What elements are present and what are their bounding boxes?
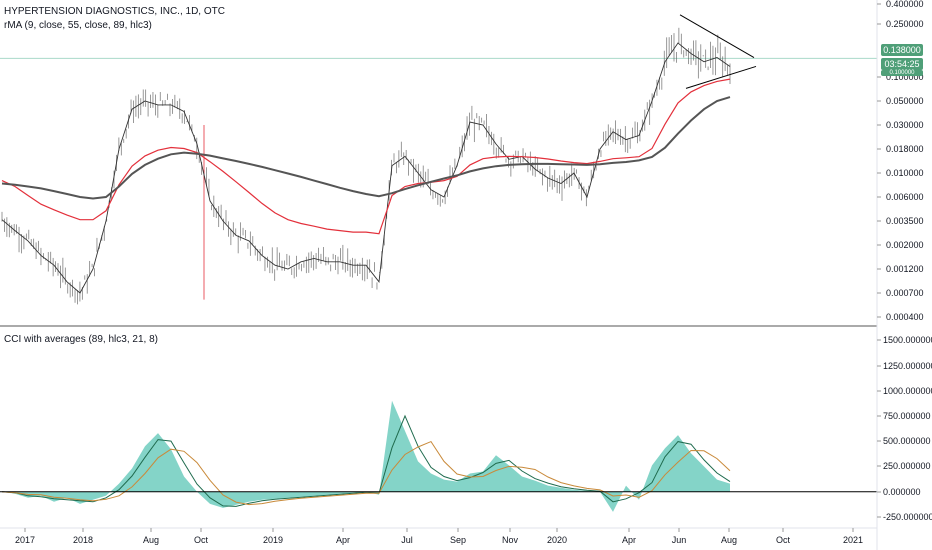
time-tick-label: Apr xyxy=(622,535,636,545)
cci-area xyxy=(2,400,730,512)
price-tick-label: 0.030000 xyxy=(886,120,924,130)
price-y-axis[interactable]: 0.400000 0.250000 0.100000 0.050000 0.030000… xyxy=(877,0,924,322)
cci-tick-label: 750.000000 xyxy=(883,411,931,421)
fast-ma-line xyxy=(1,42,731,294)
cci-tick-label: 250.000000 xyxy=(883,461,931,471)
price-tick-label: 0.018000 xyxy=(886,144,924,154)
countdown-tag: 03:54:25 xyxy=(881,58,923,70)
time-tick-label: Aug xyxy=(143,535,159,545)
grey-ma-line xyxy=(1,96,731,200)
partial-price-tag: 0.100000 xyxy=(881,70,923,76)
price-panel[interactable] xyxy=(0,14,877,305)
price-tick-label: 0.050000 xyxy=(886,96,924,106)
time-tick-label: Nov xyxy=(502,535,519,545)
time-tick-label: Jul xyxy=(401,535,413,545)
time-tick-label: 2019 xyxy=(263,535,283,545)
cci-indicator-label[interactable]: CCI with averages (89, hlc3, 21, 8) xyxy=(4,334,158,345)
time-axis[interactable]: 2017 2018 Aug Oct 2019 Apr Jul Sep Nov 2020 Apr Jun… xyxy=(15,528,863,545)
cci-tick-label: 1500.000000 xyxy=(883,335,932,345)
cci-tick-label: 1250.000000 xyxy=(883,361,932,371)
time-tick-label: Apr xyxy=(336,535,350,545)
last-price-tag: 0.138000 xyxy=(881,44,923,56)
price-tick-label: 0.010000 xyxy=(886,168,924,178)
time-tick-label: 2021 xyxy=(843,535,863,545)
time-tick-label: Jun xyxy=(672,535,687,545)
time-tick-label: 2020 xyxy=(547,535,567,545)
price-tick-label: 0.002000 xyxy=(886,240,924,250)
time-tick-label: 2018 xyxy=(73,535,93,545)
price-tick-label: 0.000700 xyxy=(886,288,924,298)
cci-slow-average-line xyxy=(1,440,731,506)
red-ma-line xyxy=(1,78,731,235)
cci-y-axis[interactable]: 1500.000000 1250.000000 1000.000000 750.000… xyxy=(877,335,932,522)
cci-panel[interactable] xyxy=(0,400,877,512)
cci-tick-label: 1000.000000 xyxy=(883,386,932,396)
price-tick-label: 0.003500 xyxy=(886,216,924,226)
triangle-lower-line xyxy=(685,65,757,89)
cci-tick-label: 500.000000 xyxy=(883,436,931,446)
time-tick-label: Sep xyxy=(450,535,466,545)
time-tick-label: Oct xyxy=(194,535,209,545)
price-tick-label: 0.100000 xyxy=(886,72,924,82)
triangle-upper-line xyxy=(679,14,755,58)
price-tick-label: 0.006000 xyxy=(886,192,924,202)
time-tick-label: Oct xyxy=(776,535,791,545)
symbol-title[interactable]: HYPERTENSION DIAGNOSTICS, INC., 1D, OTC xyxy=(4,6,225,17)
price-tick-label: 0.250000 xyxy=(886,19,924,29)
cci-tick-label: 0.000000 xyxy=(883,487,921,497)
time-tick-label: Aug xyxy=(721,535,737,545)
price-tick-label: 0.400000 xyxy=(886,0,924,9)
time-tick-label: 2017 xyxy=(15,535,35,545)
price-tick-label: 0.000400 xyxy=(886,312,924,322)
cci-tick-label: -250.000000 xyxy=(883,512,932,522)
price-tick-label: 0.001200 xyxy=(886,264,924,274)
rma-indicator-label[interactable]: rMA (9, close, 55, close, 89, hlc3) xyxy=(4,20,152,31)
